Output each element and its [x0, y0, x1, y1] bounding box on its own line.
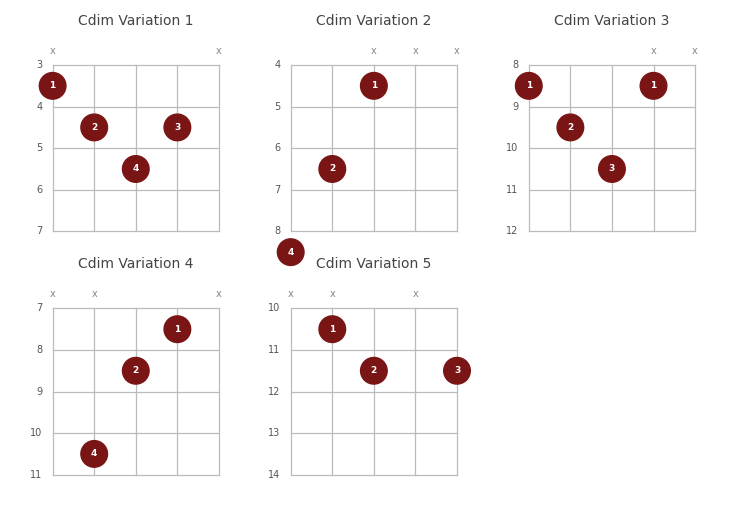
Text: 4: 4: [91, 449, 97, 458]
Text: 3: 3: [454, 366, 460, 375]
Text: x: x: [92, 289, 97, 299]
Text: 7: 7: [36, 226, 42, 236]
Text: 1: 1: [650, 81, 657, 90]
Text: 2: 2: [132, 366, 139, 375]
Text: x: x: [50, 46, 56, 56]
Text: 5: 5: [36, 143, 42, 153]
Text: 1: 1: [329, 324, 336, 334]
Text: 9: 9: [36, 386, 42, 396]
Text: 4: 4: [287, 247, 294, 257]
Text: 1: 1: [526, 81, 532, 90]
Text: 2: 2: [91, 123, 97, 132]
Circle shape: [278, 239, 304, 266]
Text: 3: 3: [36, 60, 42, 70]
Text: x: x: [413, 46, 418, 56]
Text: 4: 4: [36, 101, 42, 112]
Text: x: x: [413, 289, 418, 299]
Text: 9: 9: [513, 101, 519, 112]
Circle shape: [599, 156, 625, 183]
Circle shape: [39, 73, 66, 99]
Circle shape: [361, 357, 387, 384]
Text: 10: 10: [506, 143, 519, 153]
Text: 5: 5: [274, 101, 280, 112]
Text: 3: 3: [609, 164, 615, 173]
Text: 4: 4: [275, 60, 280, 70]
Text: 1: 1: [174, 324, 181, 334]
Text: 2: 2: [567, 123, 574, 132]
Text: 11: 11: [268, 345, 280, 355]
Text: Cdim Variation 3: Cdim Variation 3: [554, 14, 670, 28]
Text: x: x: [454, 46, 460, 56]
Circle shape: [81, 441, 108, 467]
Text: 13: 13: [268, 428, 280, 438]
Text: 11: 11: [506, 185, 519, 195]
Text: 6: 6: [36, 185, 42, 195]
Text: 14: 14: [268, 469, 280, 480]
Text: x: x: [288, 289, 294, 299]
Text: 4: 4: [132, 164, 139, 173]
Text: x: x: [651, 46, 656, 56]
Text: 12: 12: [268, 386, 280, 396]
Text: 8: 8: [513, 60, 519, 70]
Text: 7: 7: [36, 303, 42, 313]
Text: Cdim Variation 2: Cdim Variation 2: [316, 14, 432, 28]
Text: x: x: [216, 289, 222, 299]
Text: Cdim Variation 5: Cdim Variation 5: [316, 257, 432, 271]
Text: x: x: [50, 289, 56, 299]
Text: x: x: [216, 46, 222, 56]
Text: 1: 1: [371, 81, 377, 90]
Circle shape: [123, 357, 149, 384]
Text: x: x: [371, 46, 376, 56]
Circle shape: [81, 114, 108, 141]
Circle shape: [557, 114, 584, 141]
Text: 10: 10: [30, 428, 42, 438]
Circle shape: [516, 73, 542, 99]
Text: 2: 2: [371, 366, 377, 375]
Text: 8: 8: [36, 345, 42, 355]
Text: 3: 3: [174, 123, 181, 132]
Circle shape: [319, 316, 345, 343]
Circle shape: [361, 73, 387, 99]
Text: 8: 8: [275, 226, 280, 236]
Circle shape: [164, 316, 190, 343]
Text: Cdim Variation 4: Cdim Variation 4: [78, 257, 193, 271]
Text: 11: 11: [30, 469, 42, 480]
Circle shape: [319, 156, 345, 183]
Text: Cdim Variation 1: Cdim Variation 1: [78, 14, 193, 28]
Text: 7: 7: [274, 185, 280, 195]
Circle shape: [640, 73, 667, 99]
Circle shape: [123, 156, 149, 183]
Circle shape: [164, 114, 190, 141]
Circle shape: [443, 357, 470, 384]
Text: 12: 12: [506, 226, 519, 236]
Text: 2: 2: [329, 164, 336, 173]
Text: 1: 1: [50, 81, 56, 90]
Text: x: x: [330, 289, 335, 299]
Text: 10: 10: [268, 303, 280, 313]
Text: x: x: [692, 46, 698, 56]
Text: 6: 6: [275, 143, 280, 153]
